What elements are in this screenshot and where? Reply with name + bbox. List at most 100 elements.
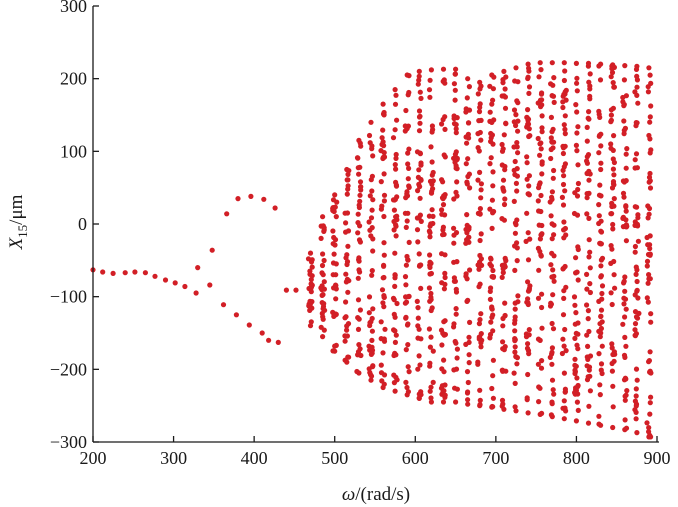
data-point xyxy=(608,112,615,118)
data-point xyxy=(572,369,579,375)
data-point xyxy=(596,202,602,208)
data-point xyxy=(596,192,603,198)
data-point xyxy=(368,119,374,125)
data-point xyxy=(501,347,507,353)
x-tick-label: 900 xyxy=(644,448,671,468)
data-point xyxy=(525,74,531,80)
data-point xyxy=(561,122,567,128)
data-point xyxy=(632,222,638,228)
data-point xyxy=(647,178,653,184)
data-point xyxy=(551,253,557,259)
data-point xyxy=(259,330,265,336)
data-point xyxy=(442,274,448,281)
data-point xyxy=(622,417,628,423)
data-point xyxy=(344,210,351,216)
data-point xyxy=(464,369,471,375)
data-point xyxy=(428,297,434,303)
data-point xyxy=(416,167,422,173)
data-point xyxy=(633,151,640,157)
data-point xyxy=(574,80,580,86)
data-point xyxy=(550,292,556,298)
data-point xyxy=(367,227,373,233)
data-point xyxy=(561,227,567,233)
data-point xyxy=(574,212,581,218)
data-point xyxy=(596,63,602,69)
data-point xyxy=(453,130,459,136)
data-point xyxy=(612,285,618,291)
data-point xyxy=(418,162,424,168)
data-point xyxy=(427,388,433,394)
data-point xyxy=(514,240,520,246)
data-point xyxy=(515,293,521,299)
data-point xyxy=(393,183,400,189)
data-point xyxy=(525,341,531,347)
data-point xyxy=(451,240,457,246)
data-point xyxy=(587,93,593,99)
data-point xyxy=(623,425,630,431)
data-point xyxy=(512,380,518,386)
data-point xyxy=(634,165,641,171)
data-point xyxy=(224,211,230,217)
data-point xyxy=(452,385,458,391)
data-point xyxy=(633,66,640,72)
data-point xyxy=(427,264,433,270)
data-point xyxy=(142,270,148,276)
data-point xyxy=(598,367,604,373)
data-point xyxy=(369,173,375,179)
data-point xyxy=(499,397,506,403)
data-point xyxy=(634,84,640,90)
data-point xyxy=(307,323,314,329)
data-point xyxy=(563,408,569,414)
data-point xyxy=(477,397,483,403)
data-point xyxy=(644,258,651,264)
data-point xyxy=(466,352,472,358)
y-tick-label: −100 xyxy=(50,287,87,307)
data-point xyxy=(597,114,603,120)
data-point xyxy=(596,150,602,156)
data-point xyxy=(561,219,567,225)
y-axis-title: X15/μm xyxy=(6,194,30,250)
data-point xyxy=(575,407,581,413)
data-point xyxy=(330,241,336,247)
data-point xyxy=(489,314,495,320)
data-point xyxy=(441,319,447,325)
data-point xyxy=(333,261,339,267)
data-point xyxy=(511,144,517,150)
data-point xyxy=(378,362,384,368)
data-point xyxy=(453,149,459,155)
data-point xyxy=(526,68,532,74)
data-point xyxy=(562,188,568,194)
data-point xyxy=(366,366,372,372)
y-tick-label: 200 xyxy=(60,69,87,89)
data-point xyxy=(584,158,590,164)
data-point xyxy=(549,196,555,202)
data-point xyxy=(369,188,375,194)
data-point xyxy=(293,287,299,293)
data-point xyxy=(406,239,412,245)
data-point xyxy=(596,298,602,304)
data-point xyxy=(548,114,555,120)
data-point xyxy=(634,377,640,383)
data-point xyxy=(513,112,519,118)
data-point xyxy=(369,268,375,274)
data-point xyxy=(453,230,460,236)
data-point xyxy=(647,251,653,257)
data-point xyxy=(429,207,435,213)
data-point xyxy=(428,144,434,150)
data-point xyxy=(501,201,508,208)
y-tick-label: −300 xyxy=(50,432,87,452)
data-point xyxy=(453,311,459,317)
x-tick-label: 600 xyxy=(402,448,429,468)
data-point xyxy=(548,301,555,307)
data-point xyxy=(390,295,397,301)
data-point xyxy=(331,313,337,319)
data-point xyxy=(406,369,412,375)
data-point xyxy=(465,379,471,386)
data-point xyxy=(378,319,384,325)
data-point xyxy=(513,222,519,228)
data-point xyxy=(535,100,541,106)
data-point xyxy=(598,166,604,173)
data-point xyxy=(512,230,519,236)
data-point xyxy=(195,265,201,271)
data-point xyxy=(416,108,423,114)
